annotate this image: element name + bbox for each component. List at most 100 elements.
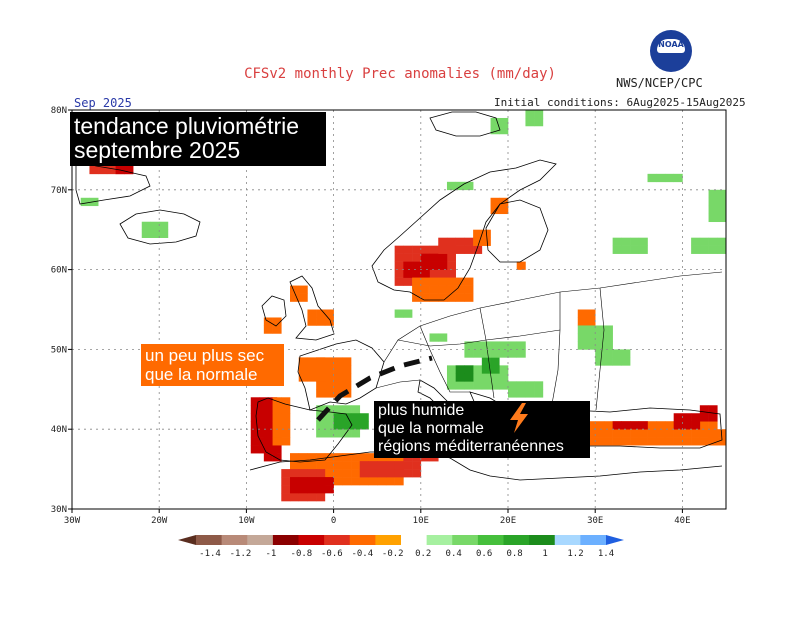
anomaly-cell [708,197,718,207]
anomaly-cell [656,437,666,446]
anomaly-cell [250,429,260,438]
wet-line1: plus humide [378,402,465,419]
anomaly-cell [259,397,269,406]
y-tick-label: 80N [51,106,67,116]
anomaly-cell [612,357,622,366]
anomaly-cell [351,469,361,478]
anomaly-cell [298,453,308,462]
anomaly-cell [394,253,404,262]
anomaly-cell [106,165,116,175]
anomaly-cell [708,437,718,446]
anomaly-cell [438,245,448,254]
colorbar-label: 0.4 [446,549,462,559]
anomaly-cell [595,357,605,366]
anomaly-cell [446,269,456,278]
anomaly-cell [420,269,430,278]
anomaly-cell [324,421,334,430]
colorbar-swatch [349,535,376,545]
anomaly-cell [499,341,509,350]
colorbar-swatch [580,535,607,545]
anomaly-cell [499,381,509,390]
anomaly-cell [438,285,448,294]
anomaly-cell [429,245,439,254]
colorbar-label: -0.6 [321,549,343,559]
anomaly-cell [612,237,622,246]
anomaly-cell [124,165,134,175]
anomaly-cell [673,413,683,422]
anomaly-cell [259,405,269,414]
anomaly-cell [438,237,448,246]
anomaly-cell [630,421,640,430]
anomaly-cell [359,469,369,478]
anomaly-cell [481,357,491,366]
anomaly-cell [499,197,509,207]
anomaly-cell [603,357,613,366]
anomaly-cell [446,293,456,302]
anomaly-cell [316,381,326,390]
anomaly-cell [420,285,430,294]
anomaly-cell [621,421,631,430]
anomaly-cell [403,245,413,254]
colorbar-swatch [298,535,325,545]
x-tick-label: 0 [331,516,336,526]
main-title-line2: septembre 2025 [74,137,241,163]
anomaly-cell [333,357,343,366]
anomaly-cell [638,237,648,246]
anomaly-cell [281,493,291,502]
anomaly-cell [316,309,326,318]
anomaly-cell [717,213,727,223]
wet-line2: que la normale [378,420,484,437]
anomaly-cell [621,429,631,438]
anomaly-cell [603,349,613,358]
anomaly-cell [298,293,308,302]
anomaly-cell [324,357,334,366]
anomaly-cell [708,421,718,430]
dry-line1: un peu plus sec [145,346,265,365]
anomaly-cell [324,429,334,438]
anomaly-cell [481,373,491,382]
colorbar-swatch [529,535,556,545]
anomaly-cell [708,429,718,438]
anomaly-cell [708,405,718,414]
anomaly-cell [481,381,491,390]
anomaly-cell [586,437,596,446]
anomaly-cell [316,453,326,462]
coastlines [75,111,723,481]
anomaly-cell [263,421,273,430]
anomaly-cell [647,429,657,438]
anomaly-cell [534,381,544,390]
anomaly-cell [281,397,291,406]
anomaly-cell [307,365,317,374]
x-tick-label: 30E [587,516,603,526]
anomaly-cell [342,461,352,470]
anomaly-cell [630,429,640,438]
anomaly-cell [316,477,326,486]
anomaly-cell [438,277,448,286]
anomaly-cell [324,461,334,470]
anomaly-cell [281,485,291,494]
anomaly-cell [324,365,334,374]
anomaly-cell [316,421,326,430]
axis-ticks: 30W 20W 10W 0 10E 20E 30E 40E 30N 40N 50N 60N 70N 80N [51,106,691,526]
anomaly-cell [612,437,622,446]
anomaly-cell [446,285,456,294]
anomaly-cell [420,253,430,262]
anomaly-cell [316,389,326,398]
anomaly-cell [577,317,587,326]
month-label: Sep 2025 [74,96,132,110]
anomaly-cell [603,421,613,430]
anomaly-cell [150,229,160,238]
anomaly-cell [263,325,273,334]
anomaly-cell [429,269,439,278]
anomaly-cell [412,469,422,478]
colorbar-high-arrow [606,535,624,545]
anomaly-cell [595,349,605,358]
anomaly-cell [446,277,456,286]
anomaly-cell [272,317,282,326]
anomaly-cell [377,469,387,478]
colorbar-label: -1 [266,549,277,559]
anomaly-cell [250,437,260,446]
anomaly-cell [333,453,343,462]
anomaly-cell [263,445,273,454]
anomaly-cell [708,245,718,254]
